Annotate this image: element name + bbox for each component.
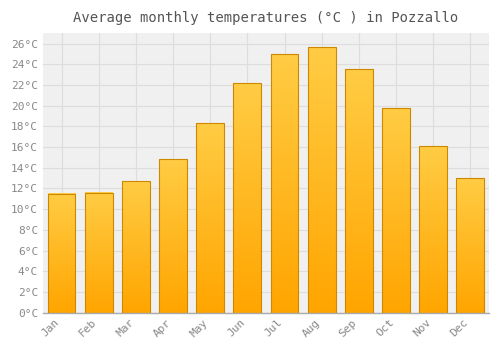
Title: Average monthly temperatures (°C ) in Pozzallo: Average monthly temperatures (°C ) in Po… [74, 11, 458, 25]
Bar [122, 181, 150, 313]
Bar [196, 123, 224, 313]
Bar [270, 54, 298, 313]
Bar [345, 69, 373, 313]
Bar [159, 160, 187, 313]
Bar [382, 108, 410, 313]
Bar [234, 83, 262, 313]
Bar [308, 47, 336, 313]
Bar [456, 178, 484, 313]
Bar [48, 194, 76, 313]
Bar [419, 146, 447, 313]
Bar [85, 193, 112, 313]
